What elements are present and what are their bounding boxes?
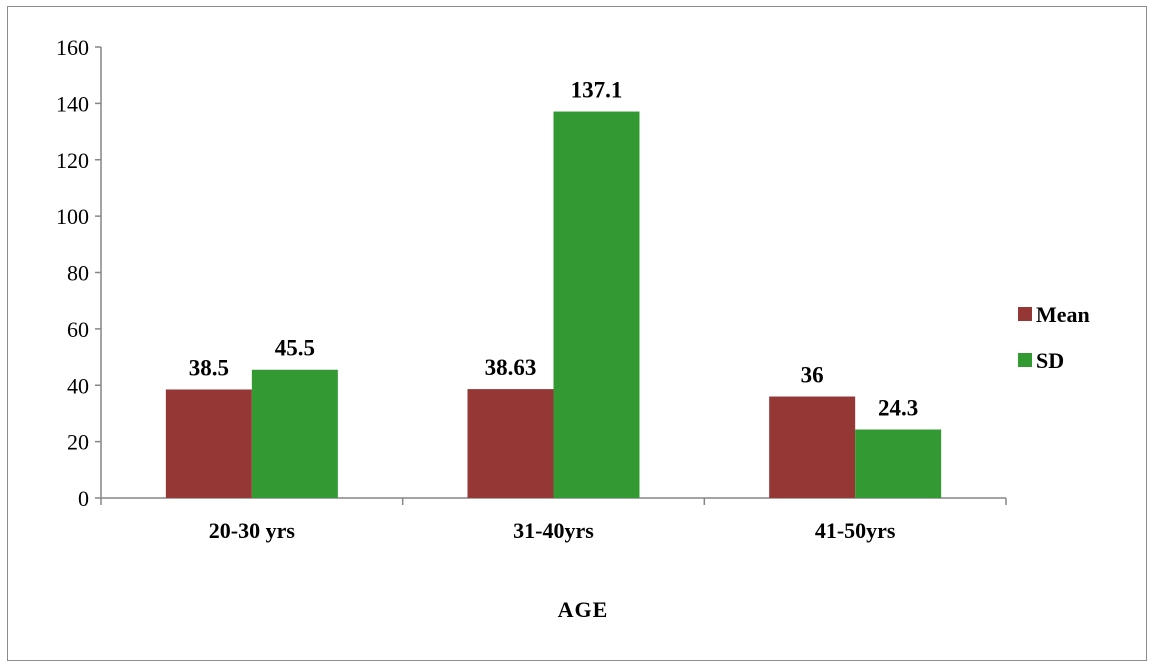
y-tick-label: 80 bbox=[67, 261, 89, 286]
y-tick-label: 140 bbox=[56, 91, 89, 116]
data-labels: 38.5 45.5 38.63 137.1 36 24.3 bbox=[189, 78, 919, 421]
bar-mean-0 bbox=[165, 389, 252, 498]
x-tick-label: 41-50yrs bbox=[815, 518, 896, 543]
bar-mean-1 bbox=[467, 389, 554, 498]
x-tick-label: 31-40yrs bbox=[513, 518, 594, 543]
y-tick-label: 100 bbox=[56, 204, 89, 229]
data-label: 24.3 bbox=[878, 396, 918, 421]
x-axis-title: AGE bbox=[558, 597, 609, 622]
data-label: 137.1 bbox=[571, 78, 623, 103]
bars bbox=[165, 111, 942, 498]
legend: Mean SD bbox=[1018, 302, 1090, 373]
legend-swatch-sd bbox=[1018, 353, 1032, 367]
data-label: 36 bbox=[801, 363, 824, 388]
legend-swatch-mean bbox=[1018, 307, 1032, 321]
y-tick-label: 40 bbox=[67, 373, 89, 398]
x-tick-label: 20-30 yrs bbox=[209, 518, 296, 543]
y-tick-label: 0 bbox=[78, 486, 89, 511]
bar-sd-0 bbox=[251, 369, 338, 498]
y-tick-label: 20 bbox=[67, 430, 89, 455]
legend-label-mean: Mean bbox=[1036, 302, 1090, 327]
y-tick-label: 120 bbox=[56, 148, 89, 173]
data-label: 45.5 bbox=[275, 336, 315, 361]
bar-sd-1 bbox=[553, 111, 640, 498]
y-tick-label: 60 bbox=[67, 317, 89, 342]
legend-label-sd: SD bbox=[1036, 348, 1064, 373]
data-label: 38.63 bbox=[485, 355, 537, 380]
bar-mean-2 bbox=[769, 396, 856, 498]
bar-sd-2 bbox=[855, 429, 942, 498]
data-label: 38.5 bbox=[189, 355, 229, 380]
y-tick-label: 160 bbox=[56, 35, 89, 60]
